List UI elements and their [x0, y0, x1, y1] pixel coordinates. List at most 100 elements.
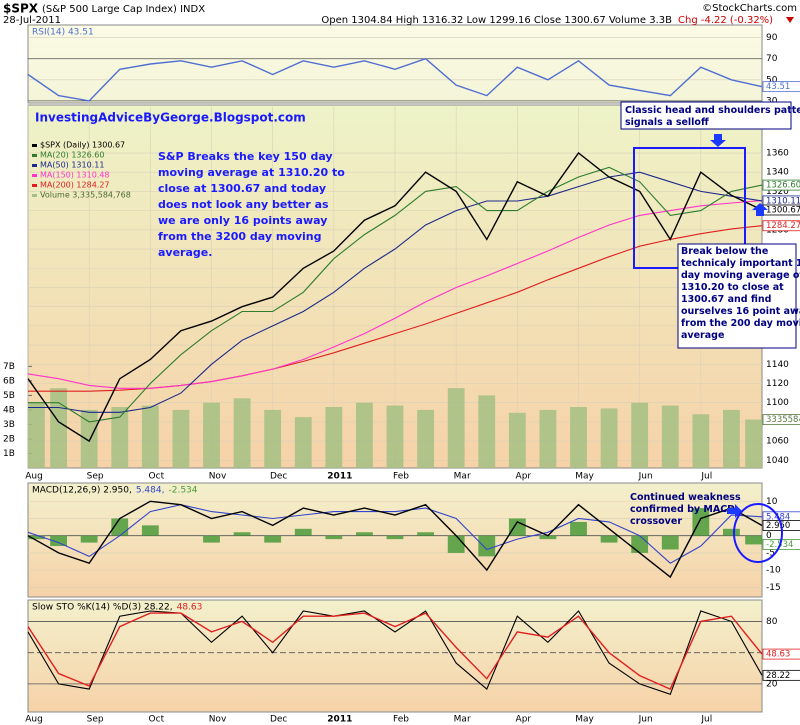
value-tag-label: 3335584768 [766, 415, 800, 425]
bar [570, 407, 587, 468]
bar [111, 407, 129, 468]
y-tick-label: 1320 [766, 187, 789, 197]
bar [50, 388, 67, 468]
y-tick-label: -5 [766, 548, 775, 558]
bar [233, 532, 251, 536]
down-arrow [786, 17, 794, 23]
bar [661, 405, 679, 468]
bar [294, 417, 312, 468]
macd-circle [733, 503, 783, 563]
bar [386, 405, 404, 468]
bar [386, 535, 404, 540]
bar [661, 535, 679, 550]
bar [80, 535, 98, 543]
x-tick-label: Nov [209, 472, 227, 482]
bar [745, 535, 762, 545]
bar [478, 395, 496, 468]
y-tick-label: 1340 [766, 168, 789, 178]
y2-tick-label: 6B [3, 376, 15, 386]
bar [417, 409, 434, 468]
series-line [27, 504, 763, 564]
legend-swatch [32, 174, 37, 177]
x-tick-label: May [575, 472, 594, 482]
bar [111, 518, 129, 536]
y-tick-label: 1140 [766, 360, 789, 370]
y-tick-label: 80 [766, 617, 778, 627]
value-tag-label: 43.51 [766, 82, 790, 92]
y-tick-label: 20 [766, 679, 778, 689]
break-arrow [752, 203, 768, 216]
bar [203, 402, 220, 468]
pattern-note: Classic head and shoulders pattern signa… [625, 105, 800, 128]
x-tick-label: 2011 [327, 472, 352, 482]
value-tag [762, 539, 800, 550]
y-tick-label: 30 [766, 96, 778, 106]
bar [417, 532, 434, 536]
series-line [27, 612, 763, 691]
x-tick-label: Apr [516, 472, 532, 482]
break-note-box [677, 243, 797, 349]
x-tick-label: Sep [87, 715, 104, 725]
value-tag [762, 220, 800, 232]
legend-label: $SPX (Daily) 1300.67 [40, 141, 125, 150]
value-tag [762, 669, 800, 681]
panel-bg [27, 599, 763, 713]
main-note: S&P Breaks the key 150 day moving averag… [158, 150, 349, 259]
bar [478, 535, 496, 557]
legend-swatch [32, 184, 37, 187]
y-tick-label: 1360 [766, 149, 789, 159]
legend-label: -2.534 [168, 486, 197, 496]
x-tick-label: Jun [638, 472, 653, 482]
legend-label: Volume 3,335,584,768 [40, 191, 131, 200]
x-tick-label: Oct [149, 715, 165, 725]
bar [50, 535, 67, 547]
x-tick-label: May [575, 715, 594, 725]
bar [28, 402, 45, 468]
y-tick-label: 0 [766, 531, 772, 541]
series-line [28, 171, 763, 413]
brand: ©StockCharts.com [702, 3, 797, 14]
series-line [27, 151, 763, 443]
bar [141, 525, 159, 536]
value-tag-label: 1326.60 [766, 181, 800, 191]
legend-swatch [32, 164, 37, 167]
x-tick-label: Aug [25, 715, 43, 725]
series-line [27, 57, 763, 102]
bar [233, 398, 251, 468]
y-tick-label: 10 [766, 497, 778, 507]
value-tag [762, 648, 800, 660]
y-tick-label: 50 [766, 75, 778, 85]
legend-label: MA(20) 1326.60 [40, 151, 104, 160]
bar [631, 402, 649, 468]
y-tick-label: 1100 [766, 398, 789, 408]
bar [508, 412, 526, 468]
bar [447, 388, 465, 468]
bar [692, 508, 710, 536]
series-line [28, 166, 763, 423]
legend-label: RSI(14) 43.51 [32, 28, 94, 38]
index-name: (S&P 500 Large Cap Index) INDX [42, 4, 205, 15]
series-line [27, 500, 763, 579]
legend-label: Slow STO %K(14) %D(3) 28.22, [32, 603, 173, 613]
y-tick-label: -10 [766, 566, 781, 576]
bar [745, 419, 762, 468]
y2-tick-label: 3B [3, 420, 15, 430]
series-line [27, 200, 763, 389]
bar [356, 402, 373, 468]
x-tick-label: Nov [209, 715, 227, 725]
series-line [27, 610, 763, 695]
y-tick-label: 70 [766, 54, 778, 64]
pattern-arrow [710, 134, 726, 147]
bar [570, 521, 587, 536]
legend-label: MACD(12,26,9) 2.950, [32, 486, 132, 496]
x-tick-label: Jul [700, 715, 712, 725]
y2-tick-label: 2B [3, 434, 15, 444]
value-tag [762, 179, 800, 191]
x-tick-label: Dec [270, 472, 287, 482]
y2-tick-label: 1B [3, 449, 15, 459]
legend-swatch [32, 194, 37, 197]
value-tag-label: 1300.67 [766, 205, 800, 215]
x-tick-label: Aug [25, 472, 43, 482]
